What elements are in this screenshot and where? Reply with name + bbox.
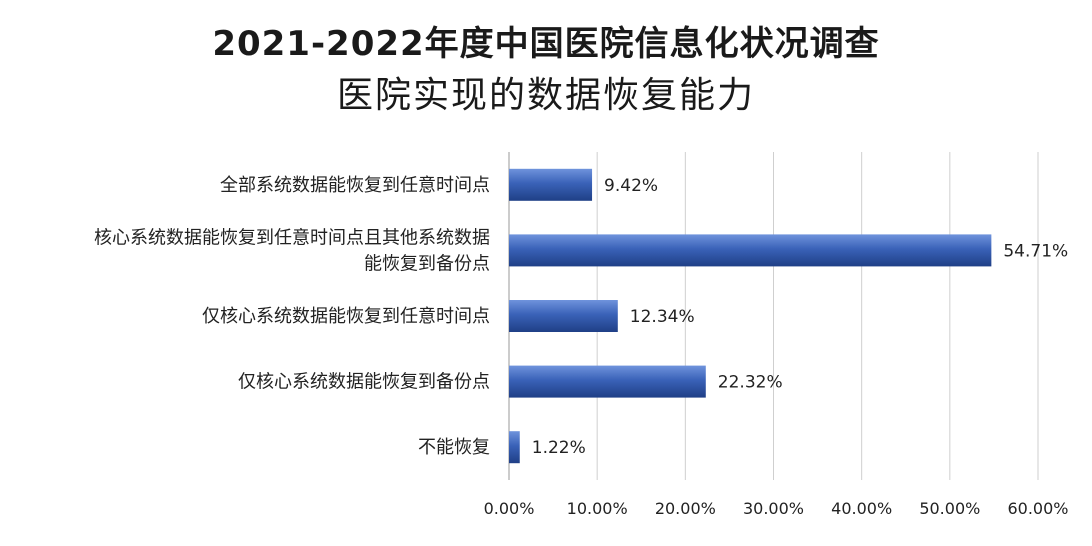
chart-title: 2021-2022年度中国医院信息化状况调查 xyxy=(212,24,880,64)
bar xyxy=(509,365,706,398)
labels: 0.00% 10.00% 20.00% 30.00% 40.00% 50.00% 60.00… xyxy=(94,175,1069,518)
data-label: 12.34% xyxy=(630,307,695,327)
chart-title-block: 2021-2022年度中国医院信息化状况调查 医院实现的数据恢复能力 xyxy=(0,18,1092,122)
chart-subtitle: 医院实现的数据恢复能力 xyxy=(336,75,755,116)
data-label: 1.22% xyxy=(532,438,586,458)
x-tick-label: 20.00% xyxy=(655,499,716,518)
x-tick-label: 30.00% xyxy=(743,499,804,518)
bar xyxy=(509,300,618,332)
data-label: 22.32% xyxy=(718,373,783,393)
data-label: 9.42% xyxy=(604,176,658,196)
x-tick-label: 40.00% xyxy=(831,499,892,518)
y-tick-label: 能恢复到备份点 xyxy=(364,253,490,274)
bar xyxy=(509,168,593,201)
x-tick-label: 0.00% xyxy=(484,499,535,518)
y-tick-label: 全部系统数据能恢复到任意时间点 xyxy=(220,175,490,196)
y-tick-label: 仅核心系统数据能恢复到任意时间点 xyxy=(202,306,490,327)
bar xyxy=(509,431,520,464)
bar xyxy=(509,234,992,267)
x-tick-label: 60.00% xyxy=(1007,499,1068,518)
data-label: 54.71% xyxy=(1003,241,1068,261)
bars xyxy=(509,168,992,464)
y-tick-label: 仅核心系统数据能恢复到备份点 xyxy=(238,372,490,393)
x-tick-label: 50.00% xyxy=(919,499,980,518)
x-tick-label: 10.00% xyxy=(567,499,628,518)
y-tick-label: 核心系统数据能恢复到任意时间点且其他系统数据 xyxy=(94,227,490,248)
y-tick-label: 不能恢复 xyxy=(418,437,490,458)
